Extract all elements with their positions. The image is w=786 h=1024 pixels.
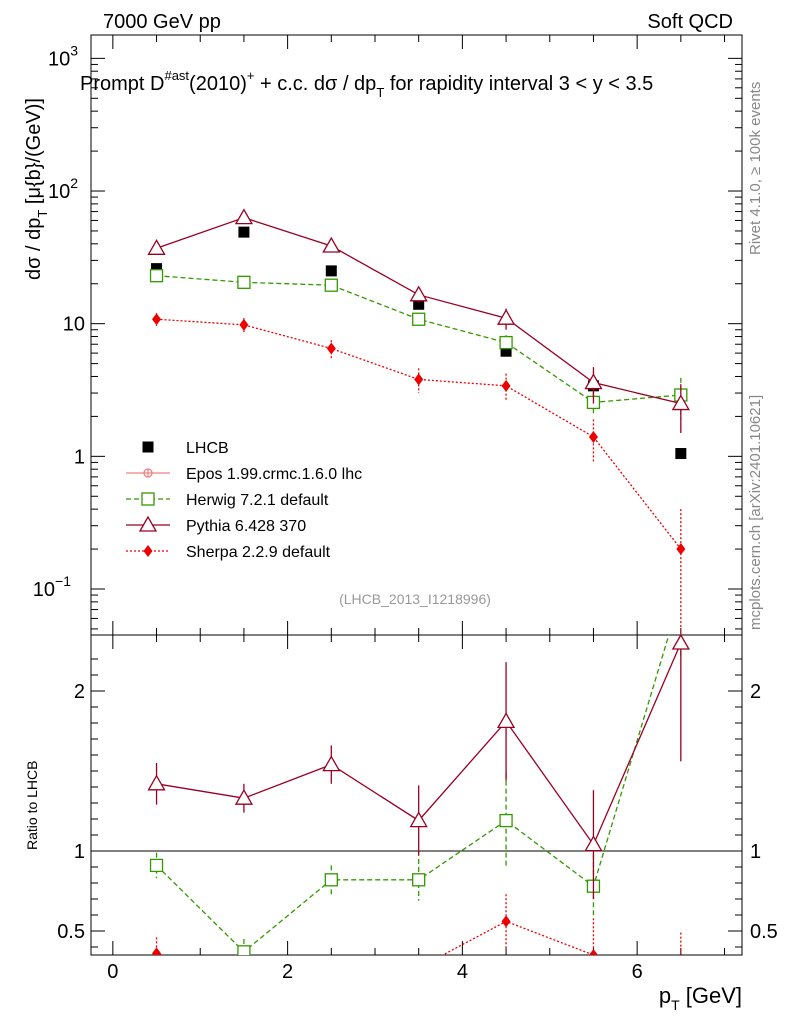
legend-label-epos: Epos 1.99.crmc.1.6.0 lhc (186, 466, 362, 483)
pythia-point (496, 712, 516, 729)
x-tick-label: 0 (107, 961, 118, 983)
herwig-point (499, 335, 513, 350)
mcplots-label: mcplots.cern.ch [arXiv:2401.10621] (747, 395, 764, 630)
x-tick-label: 6 (632, 961, 643, 983)
sherpa-point (588, 430, 598, 443)
legend-label-sherpa: Sherpa 2.2.9 default (186, 544, 331, 561)
pythia-point (409, 285, 428, 302)
herwig-point (237, 945, 251, 955)
pythia-point (147, 774, 166, 791)
legend-marker-herwig (141, 492, 155, 506)
lhcb-point (238, 226, 250, 238)
series-lhcb (151, 226, 687, 460)
ratio-y-tick-label: 2 (74, 681, 85, 703)
legend-label-herwig: Herwig 7.2.1 default (186, 492, 329, 509)
pythia-point (322, 755, 341, 772)
lhcb-point (675, 448, 687, 460)
legend-marker-epos-cross (144, 469, 152, 477)
pythia-point (147, 238, 166, 255)
process-label: Soft QCD (647, 11, 733, 33)
sherpa-point (501, 915, 511, 928)
pythia-point (584, 835, 603, 852)
legend-marker-sherpa (143, 545, 153, 557)
series-pythia (147, 635, 690, 899)
legend-marker-lhcb (142, 441, 154, 453)
ratio-plot-frame (90, 634, 743, 956)
sherpa-point (152, 947, 162, 955)
ratio-y-tick-label: 0.5 (57, 921, 85, 943)
sherpa-point (414, 962, 423, 974)
ratio-y-tick-label-right: 2 (750, 681, 761, 703)
sherpa-point (414, 373, 424, 386)
y-tick-label: 10 (63, 314, 85, 336)
sherpa-point (239, 318, 249, 331)
plot-title: Prompt D#ast(2010)+ + c.c. dσ / dpT for … (80, 68, 653, 100)
pythia-point (234, 788, 254, 805)
herwig-point (237, 275, 251, 289)
y-tick-label: 103 (48, 42, 78, 70)
herwig-point (149, 858, 164, 873)
top-series (147, 208, 690, 635)
lhcb-point (325, 265, 337, 277)
ratio-y-tick-label-right: 1 (750, 841, 761, 863)
energy-label: 7000 GeV pp (103, 11, 221, 33)
ratio-y-tick-label-right: 0.5 (750, 921, 778, 943)
herwig-point (324, 278, 338, 292)
herwig-line (156, 635, 670, 953)
y-tick-label: 102 (48, 175, 78, 203)
legend-label-pythia: Pythia 6.428 370 (186, 518, 306, 535)
lhcb-point (413, 298, 425, 310)
legend: LHCB Epos 1.99.crmc.1.6.0 lhc Herwig 7.2.1… (126, 440, 362, 561)
series-sherpa (152, 313, 686, 635)
analysis-id: (LHCB_2013_I1218996) (339, 591, 491, 607)
ratio-y-axis-title: Ratio to LHCB (24, 761, 40, 850)
pythia-point (671, 635, 690, 650)
ratio-y-tick-label: 1 (74, 841, 85, 863)
herwig-point (499, 813, 513, 828)
pythia-point (671, 394, 690, 411)
pythia-point (234, 208, 254, 225)
pythia-point (496, 308, 516, 325)
x-tick-label: 4 (457, 961, 468, 983)
series-pythia (147, 208, 690, 433)
herwig-point (149, 269, 164, 283)
sherpa-point (152, 313, 162, 326)
rivet-label: Rivet 4.1.0, ≥ 100k events (747, 82, 764, 255)
ratio-series (147, 635, 690, 985)
herwig-point (324, 873, 338, 887)
pythia-point (409, 811, 428, 828)
lhcb-point (151, 263, 163, 275)
x-axis-title: pT [GeV] (659, 983, 742, 1013)
sherpa-point (326, 342, 336, 355)
pythia-point (322, 236, 341, 253)
sherpa-point (588, 949, 598, 955)
legend-label-lhcb: LHCB (186, 440, 229, 457)
x-tick-label: 2 (282, 961, 293, 983)
herwig-point (412, 873, 426, 887)
y-tick-label: 1 (74, 446, 85, 468)
herwig-point (412, 312, 426, 326)
y-axis-title: dσ / dpT [μ{b}/(GeV)] (23, 98, 50, 280)
y-tick-label: 10−1 (33, 573, 71, 601)
axis-ticks: 10−1 1 10 102 103 0 2 4 6 0.5 0.5 1 1 2 2 (33, 35, 778, 983)
sherpa-point (501, 379, 511, 392)
sherpa-line (156, 318, 682, 550)
pythia-point (584, 373, 603, 390)
sherpa-point (327, 963, 336, 975)
sherpa-point (239, 973, 248, 985)
series-sherpa (152, 894, 682, 985)
sherpa-point (676, 543, 686, 556)
legend-marker-pythia (138, 515, 158, 532)
